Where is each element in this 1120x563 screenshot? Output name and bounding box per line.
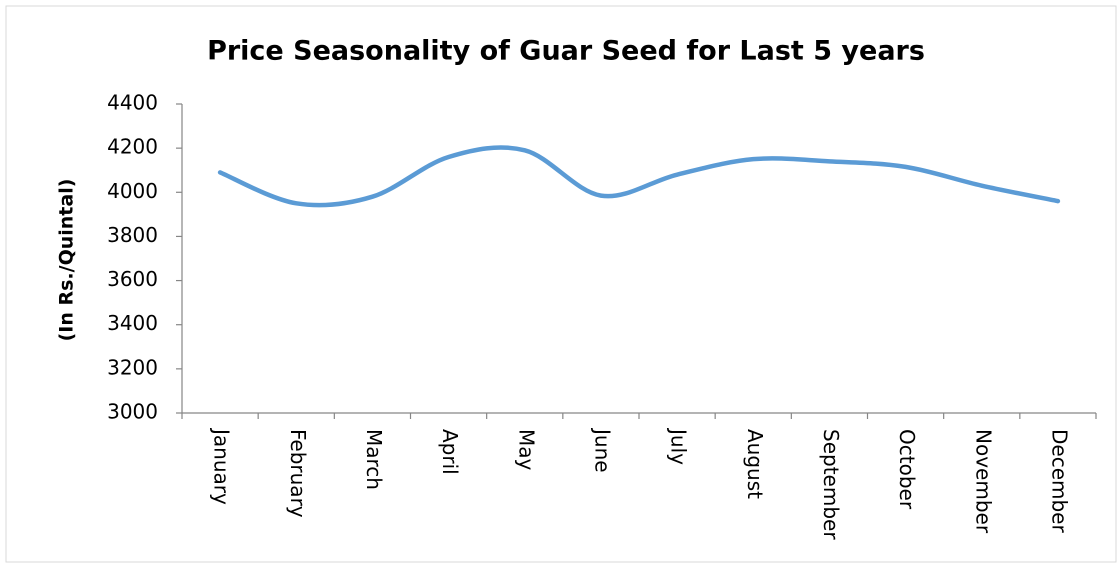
- y-tick-label: 3200: [107, 355, 158, 379]
- chart-border: [5, 5, 1117, 563]
- y-axis-title: (In Rs./Quintal): [56, 179, 78, 342]
- x-tick-label: October: [895, 429, 919, 510]
- y-tick-label: 3600: [107, 267, 158, 291]
- x-tick-label: February: [286, 429, 310, 518]
- y-tick-label: 4200: [107, 135, 158, 159]
- line-series: [217, 145, 1061, 208]
- x-tick-label: May: [514, 429, 538, 471]
- y-tick-label: 3400: [107, 311, 158, 335]
- x-tick-label: September: [819, 429, 843, 540]
- x-tick-label: April: [438, 429, 462, 475]
- y-tick-label: 4000: [107, 179, 158, 203]
- y-tick-label: 3000: [107, 400, 158, 424]
- x-tick-label: March: [362, 429, 386, 490]
- x-tick-label: June: [590, 427, 614, 473]
- x-tick-label: July: [667, 427, 691, 465]
- x-tick-label: August: [743, 429, 767, 499]
- y-tick-label: 3800: [107, 223, 158, 247]
- chart-title: Price Seasonality of Guar Seed for Last …: [207, 36, 925, 67]
- y-tick-label: 4400: [107, 91, 158, 115]
- x-tick-label: December: [1047, 429, 1071, 533]
- x-tick-label: January: [210, 427, 234, 505]
- x-tick-label: November: [971, 429, 995, 534]
